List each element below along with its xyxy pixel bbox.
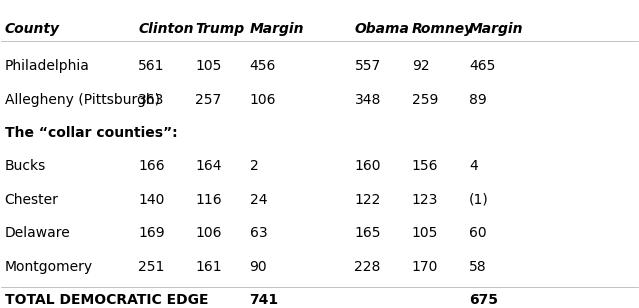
Text: 164: 164 [196,160,222,173]
Text: 106: 106 [249,93,276,107]
Text: 123: 123 [412,193,438,207]
Text: 257: 257 [196,93,222,107]
Text: 166: 166 [138,160,165,173]
Text: Delaware: Delaware [4,226,70,240]
Text: 741: 741 [249,293,279,307]
Text: 465: 465 [469,59,495,73]
Text: 105: 105 [196,59,222,73]
Text: 4: 4 [469,160,478,173]
Text: 675: 675 [469,293,498,307]
Text: TOTAL DEMOCRATIC EDGE: TOTAL DEMOCRATIC EDGE [4,293,208,307]
Text: Obama: Obama [355,22,410,36]
Text: 63: 63 [249,226,267,240]
Text: County: County [4,22,59,36]
Text: 90: 90 [249,260,267,274]
Text: 58: 58 [469,260,487,274]
Text: Margin: Margin [249,22,304,36]
Text: (1): (1) [469,193,489,207]
Text: Margin: Margin [469,22,523,36]
Text: 89: 89 [469,93,487,107]
Text: 561: 561 [138,59,165,73]
Text: 60: 60 [469,226,487,240]
Text: Philadelphia: Philadelphia [4,59,89,73]
Text: 259: 259 [412,93,438,107]
Text: 170: 170 [412,260,438,274]
Text: 140: 140 [138,193,165,207]
Text: 160: 160 [355,160,381,173]
Text: 156: 156 [412,160,438,173]
Text: 105: 105 [412,226,438,240]
Text: Montgomery: Montgomery [4,260,93,274]
Text: 161: 161 [196,260,222,274]
Text: Clinton: Clinton [138,22,194,36]
Text: 24: 24 [249,193,267,207]
Text: Romney: Romney [412,22,474,36]
Text: 348: 348 [355,93,381,107]
Text: 116: 116 [196,193,222,207]
Text: 228: 228 [355,260,381,274]
Text: 122: 122 [355,193,381,207]
Text: 92: 92 [412,59,429,73]
Text: 557: 557 [355,59,381,73]
Text: 251: 251 [138,260,165,274]
Text: 165: 165 [355,226,381,240]
Text: 363: 363 [138,93,165,107]
Text: Bucks: Bucks [4,160,46,173]
Text: 169: 169 [138,226,165,240]
Text: 106: 106 [196,226,222,240]
Text: 2: 2 [249,160,258,173]
Text: Allegheny (Pittsburgh): Allegheny (Pittsburgh) [4,93,160,107]
Text: 456: 456 [249,59,276,73]
Text: Trump: Trump [196,22,245,36]
Text: Chester: Chester [4,193,58,207]
Text: The “collar counties”:: The “collar counties”: [4,126,177,140]
